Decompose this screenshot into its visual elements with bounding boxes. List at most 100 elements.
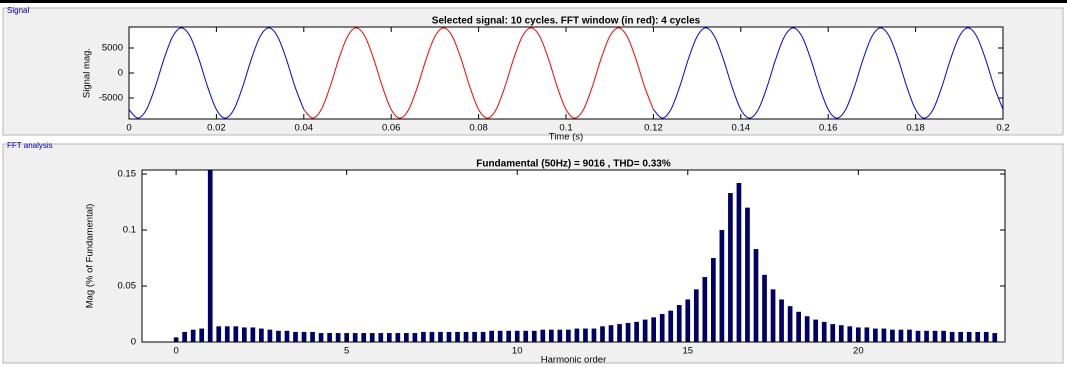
harmonic-bar <box>369 333 375 342</box>
harmonic-bar <box>455 331 460 342</box>
harmonic-bar <box>514 330 520 342</box>
harmonic-bar <box>293 331 298 342</box>
harmonic-bar <box>506 330 512 342</box>
harmonic-bar <box>958 331 964 342</box>
harmonic-bar <box>770 289 776 342</box>
harmonic-bar <box>352 333 358 342</box>
harmonic-bar <box>634 321 639 342</box>
harmonic-bar <box>668 310 674 342</box>
panel-label: Signal <box>7 6 29 15</box>
harmonic-bar <box>540 329 546 342</box>
harmonic-bar <box>924 330 929 342</box>
x-tick-label: 0.2 <box>996 123 1009 134</box>
harmonic-bar <box>855 327 861 342</box>
y-tick-label: 5000 <box>102 43 123 54</box>
harmonic-bar <box>566 329 571 342</box>
harmonic-bar <box>335 333 341 342</box>
harmonic-bar <box>796 311 801 342</box>
harmonic-bar <box>600 326 605 342</box>
x-tick-label: 0.06 <box>382 123 401 134</box>
chart-title: Fundamental (50Hz) = 9016 , THD= 0.33% <box>476 159 671 170</box>
harmonic-bar <box>625 322 631 342</box>
x-axis-label: Time (s) <box>549 132 583 143</box>
harmonic-bar <box>446 331 452 342</box>
harmonic-bar <box>873 328 878 342</box>
harmonic-bar <box>438 331 443 342</box>
x-tick-label: 20 <box>853 346 864 357</box>
harmonic-bar <box>992 333 998 342</box>
harmonic-bar <box>267 329 273 342</box>
harmonic-bar <box>591 328 597 342</box>
harmonic-bar <box>966 331 972 342</box>
harmonic-bar <box>890 329 895 342</box>
plot-box <box>141 169 1006 343</box>
harmonic-bar <box>378 333 384 342</box>
harmonic-bar <box>216 326 222 342</box>
x-tick-label: 0.1 <box>559 123 572 134</box>
harmonic-bar <box>182 331 187 342</box>
panel-label: FFT analysis <box>7 141 53 150</box>
harmonic-bar <box>207 170 213 342</box>
harmonic-bar <box>642 319 648 342</box>
x-tick-label: 0.04 <box>295 123 314 134</box>
x-tick-label: 0.08 <box>469 123 488 134</box>
harmonic-bar <box>838 325 844 342</box>
harmonic-bar <box>659 314 665 342</box>
harmonic-bar <box>233 326 239 342</box>
harmonic-bar <box>719 230 725 342</box>
harmonic-bar <box>975 331 981 342</box>
plot-area <box>129 27 1003 119</box>
harmonic-bar <box>728 193 733 342</box>
x-axis-label: Harmonic order <box>541 355 606 366</box>
harmonic-bar <box>915 330 921 342</box>
harmonic-bar <box>711 258 716 342</box>
harmonic-bar <box>907 329 912 342</box>
harmonic-bar <box>241 327 247 342</box>
y-tick-label: 0 <box>131 337 136 348</box>
harmonic-bar <box>250 327 256 342</box>
harmonic-bar <box>847 326 853 342</box>
harmonic-bar <box>327 333 332 342</box>
harmonic-bar <box>745 207 750 342</box>
harmonic-bar <box>318 333 324 342</box>
harmonic-bar <box>830 324 836 342</box>
harmonic-bar <box>190 329 196 342</box>
harmonic-bar <box>557 329 563 342</box>
harmonic-bar <box>531 330 537 342</box>
harmonic-bar <box>651 317 657 342</box>
x-tick-label: 10 <box>512 346 523 357</box>
harmonic-bar <box>310 331 315 342</box>
y-axis-label: Mag (% of Fundamental) <box>85 204 96 309</box>
harmonic-bar <box>932 330 938 342</box>
harmonic-bar <box>821 321 827 342</box>
y-tick-label: -5000 <box>99 93 123 104</box>
signal-line <box>303 27 654 119</box>
chart-title: Selected signal: 10 cycles. FFT window (… <box>432 16 701 27</box>
x-tick-label: 0 <box>126 123 131 134</box>
harmonic-bar <box>693 289 699 342</box>
harmonic-bar <box>463 331 469 342</box>
harmonic-bar <box>898 329 904 342</box>
y-tick-label: 0.15 <box>118 169 137 180</box>
harmonic-bar <box>497 330 503 342</box>
harmonic-bar <box>685 299 691 342</box>
harmonic-bar <box>949 331 955 342</box>
signal-line <box>129 27 1003 119</box>
harmonic-bar <box>881 328 887 342</box>
harmonic-bar <box>608 325 614 342</box>
harmonic-bar <box>523 330 529 342</box>
harmonic-bar <box>813 319 819 342</box>
harmonic-bar <box>574 328 580 342</box>
harmonic-bar <box>472 331 477 342</box>
harmonic-bar <box>941 330 946 342</box>
harmonic-bar <box>395 333 401 342</box>
harmonic-bar <box>489 330 494 342</box>
x-tick-label: 0.12 <box>644 123 663 134</box>
x-tick-label: 0 <box>173 346 178 357</box>
top-border <box>0 0 1067 3</box>
harmonic-bar <box>429 331 435 342</box>
harmonic-bar <box>583 328 588 342</box>
harmonic-bar <box>224 326 230 342</box>
harmonic-bar <box>199 328 205 342</box>
